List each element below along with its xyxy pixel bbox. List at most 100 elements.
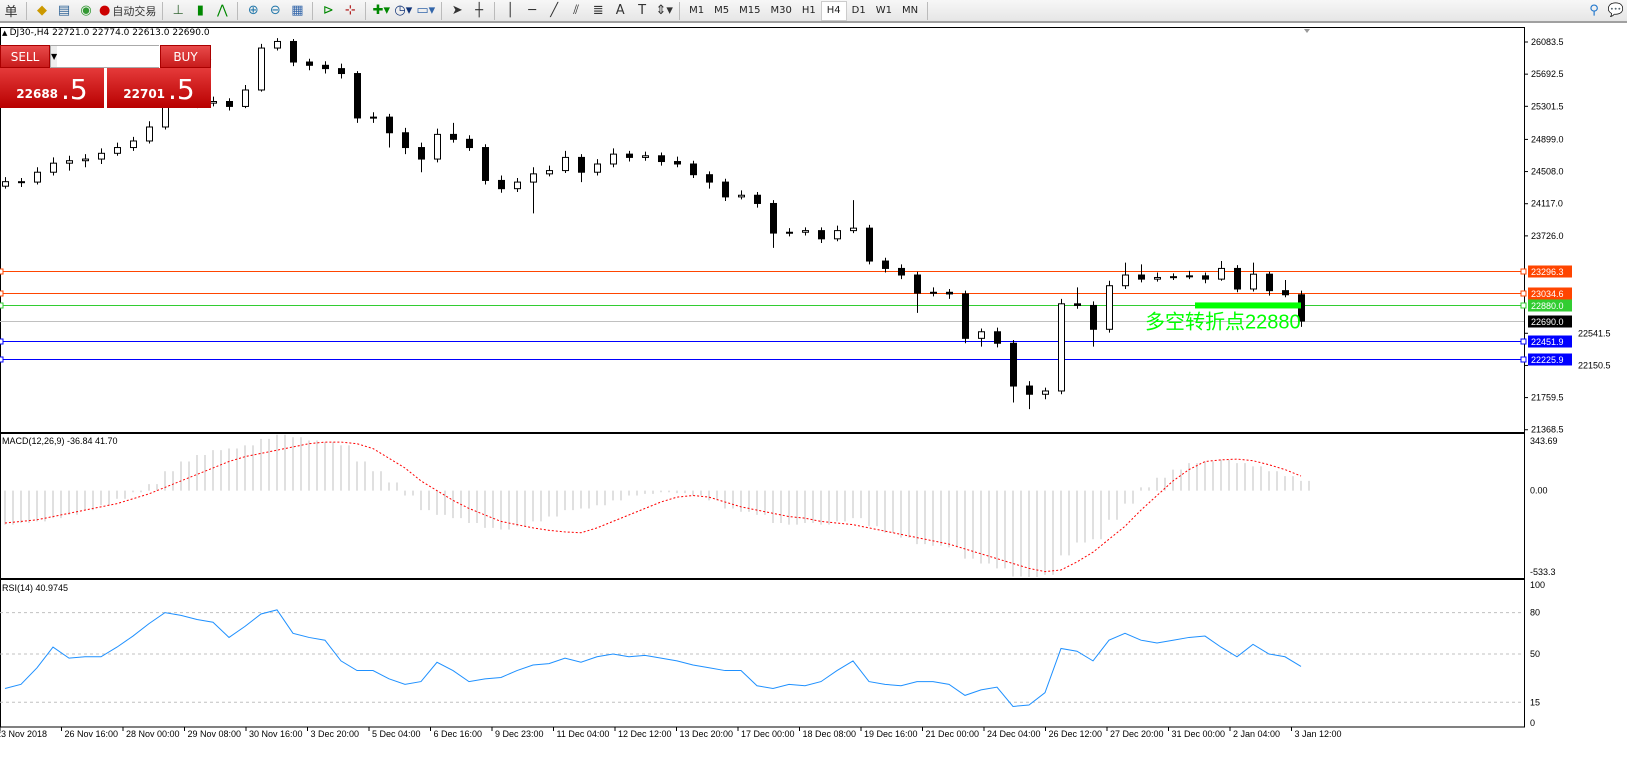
timeframe-m1[interactable]: M1: [689, 5, 705, 16]
candle-body: [850, 227, 857, 232]
bar-chart-icon[interactable]: ⊥: [172, 3, 184, 18]
text-icon[interactable]: A: [615, 3, 625, 18]
candle: [962, 290, 969, 344]
candle-body: [354, 73, 361, 119]
candle-body: [1170, 276, 1177, 279]
buy-price[interactable]: 22701.5: [107, 68, 211, 108]
timeframe-h1[interactable]: H1: [801, 5, 816, 16]
rsi-line: [4, 609, 1302, 707]
autoscroll-icon[interactable]: ⊹: [344, 3, 356, 18]
buy-button[interactable]: BUY: [160, 45, 211, 68]
timeframe-w1[interactable]: W1: [875, 5, 892, 16]
level-price-label: 23034.6: [1531, 289, 1564, 299]
community-icon[interactable]: 💬: [1607, 3, 1625, 18]
equidistant-channel-icon[interactable]: ⫽: [573, 3, 580, 18]
candle-body: [1218, 267, 1225, 280]
timeframe-m30[interactable]: M30: [770, 5, 792, 16]
periods-icon[interactable]: ◷▾: [394, 3, 413, 18]
candle: [866, 224, 873, 265]
tile-windows-icon[interactable]: ▦: [291, 3, 304, 18]
search-icon[interactable]: ⚲: [1589, 3, 1599, 18]
timeframe-m5[interactable]: M5: [714, 5, 730, 16]
candlestick-icon[interactable]: ▮: [196, 3, 204, 18]
indicators-icon[interactable]: ✚▾: [372, 3, 391, 18]
candle: [738, 190, 745, 200]
decrease-lot-icon[interactable]: ▼: [51, 52, 58, 61]
line-chart-icon[interactable]: ⋀: [217, 3, 228, 18]
candle-body: [434, 133, 441, 160]
candle-body: [818, 230, 825, 240]
timeframe-d1[interactable]: D1: [851, 5, 866, 16]
candle-body: [626, 153, 633, 158]
arrows-icon[interactable]: ⇕▾: [655, 3, 673, 18]
trendline-icon[interactable]: ╱: [550, 3, 559, 18]
sell-price[interactable]: 22688.5: [0, 68, 104, 108]
collapse-icon[interactable]: ▲: [2, 29, 10, 37]
candle: [498, 175, 505, 193]
level-price-label: 22690.0: [1531, 317, 1564, 327]
candle: [722, 178, 729, 202]
zoom-in-icon[interactable]: ⊕: [247, 3, 259, 18]
time-tick-label: 30 Nov 16:00: [249, 729, 303, 739]
timeframe-m15[interactable]: M15: [739, 5, 761, 16]
candle-body: [898, 267, 905, 276]
candle: [386, 113, 393, 148]
candle: [50, 157, 57, 176]
level-handle: [0, 302, 4, 309]
menu-fragment[interactable]: 单: [4, 5, 18, 20]
level-handle: [1520, 356, 1527, 363]
level-price-badge: [1528, 265, 1572, 278]
vertical-line-icon[interactable]: │: [506, 3, 515, 18]
rsi-tick-label: 15: [1530, 697, 1540, 707]
candle-body: [466, 138, 473, 149]
candle: [1138, 264, 1145, 283]
templates-icon[interactable]: ▭▾: [416, 3, 436, 18]
crosshair-icon[interactable]: ┼: [475, 3, 484, 18]
auto-trading-button[interactable]: ● 自动交易: [97, 0, 158, 21]
rsi-panel: RSI(14) 40.9745 100 80 50 15 0: [0, 579, 1545, 728]
candle: [578, 154, 585, 183]
price-panel-frame: [0, 27, 1525, 433]
level-price-badge: [1528, 353, 1572, 366]
rsi-panel-frame: [0, 579, 1525, 728]
candle: [834, 225, 841, 242]
text-label-icon[interactable]: T: [638, 3, 647, 18]
macd-panel: MACD(12,26,9) -36.84 41.70 343.69 0.00 -533…: [0, 433, 1558, 579]
candle: [1106, 280, 1113, 333]
time-axis: 23 Nov 2018 26 Nov 16:00 28 Nov 00:00 29 No…: [0, 727, 1342, 739]
sell-price-big: .5: [61, 73, 88, 106]
cursor-icon[interactable]: ➤: [451, 3, 463, 18]
candle: [1186, 270, 1193, 280]
chart-title-text: DJ30-,H4 22721.0 22774.0 22613.0 22690.0: [9, 28, 210, 38]
sell-price-main: 22688: [16, 87, 59, 101]
candle: [274, 38, 281, 51]
candle: [546, 165, 553, 177]
horizontal-line-icon[interactable]: ─: [528, 3, 537, 18]
fibonacci-icon[interactable]: ≣: [592, 3, 604, 18]
candle-body: [50, 162, 57, 173]
candle-body: [306, 61, 313, 66]
candle: [306, 58, 313, 71]
separator: [441, 1, 443, 20]
chart-window[interactable]: 26083.5 25692.5 25301.5 24899.0 24508.0 24117…: [0, 25, 1627, 772]
navigator-icon[interactable]: ▤: [57, 3, 71, 18]
candle-body: [34, 171, 41, 183]
candle-body: [786, 231, 793, 234]
candle: [18, 177, 25, 188]
price-tick-label: 25692.5: [1531, 69, 1564, 79]
timeframe-mn[interactable]: MN: [901, 5, 919, 16]
market-watch-icon[interactable]: ◆: [37, 3, 47, 18]
lot-size-stepper[interactable]: ▼ ▲: [50, 45, 211, 68]
candle: [146, 121, 153, 144]
signals-icon[interactable]: ◉: [80, 3, 92, 18]
candle: [290, 38, 297, 67]
zoom-out-icon[interactable]: ⊖: [269, 3, 281, 18]
candle: [1266, 271, 1273, 296]
candle: [34, 167, 41, 185]
timeframe-h4[interactable]: H4: [820, 0, 847, 21]
candle-body: [962, 293, 969, 339]
chart-shift-icon[interactable]: ⊳: [322, 3, 334, 18]
sell-button[interactable]: SELL: [0, 45, 50, 68]
candle-body: [130, 140, 137, 149]
level-handle: [0, 338, 4, 345]
